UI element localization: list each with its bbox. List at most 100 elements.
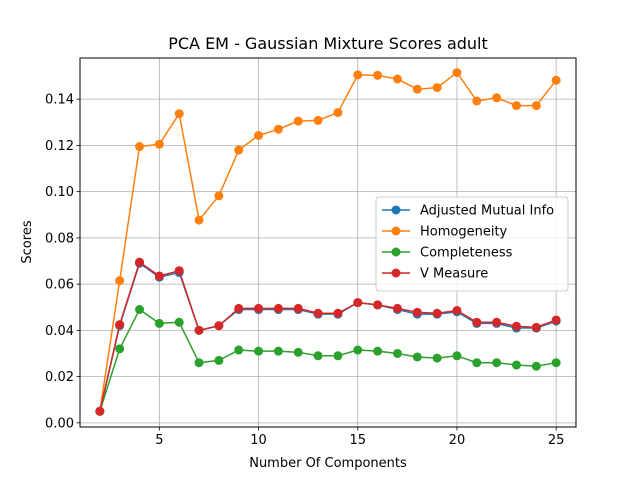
legend-label: V Measure — [420, 267, 488, 282]
data-point-completeness — [373, 346, 383, 356]
data-point-completeness — [492, 358, 502, 368]
data-point-homogeneity — [353, 70, 363, 80]
data-point-homogeneity — [293, 116, 303, 126]
series-homogeneity — [95, 68, 561, 416]
data-point-homogeneity — [194, 215, 204, 225]
data-point-v-measure — [333, 308, 343, 318]
data-point-v-measure — [95, 406, 105, 416]
chart-legend: Adjusted Mutual Info Homogeneity Completen… — [375, 196, 569, 292]
data-point-v-measure — [511, 321, 521, 331]
data-point-v-measure — [115, 320, 125, 330]
data-point-v-measure — [531, 322, 541, 332]
y-tick-label: 0.02 — [45, 370, 74, 385]
data-point-completeness — [353, 345, 363, 355]
data-point-v-measure — [254, 303, 264, 313]
axis-ticks: 5 10 15 20 25 0.00 0.02 0.04 0.06 0.08 0.10 0.12 0.1… — [45, 93, 564, 448]
data-point-homogeneity — [313, 115, 323, 125]
data-point-homogeneity — [412, 84, 422, 94]
data-point-completeness — [293, 347, 303, 357]
y-tick-label: 0.00 — [45, 416, 74, 431]
data-point-completeness — [194, 358, 204, 368]
data-point-v-measure — [214, 321, 224, 331]
chart-title: PCA EM - Gaussian Mixture Scores adult — [168, 34, 488, 53]
data-point-completeness — [174, 317, 184, 327]
y-tick-label: 0.08 — [45, 231, 74, 246]
data-point-completeness — [412, 352, 422, 362]
data-point-v-measure — [234, 303, 244, 313]
data-point-completeness — [214, 355, 224, 365]
data-point-homogeneity — [115, 276, 125, 286]
data-point-completeness — [115, 344, 125, 354]
y-tick-label: 0.12 — [45, 139, 74, 154]
data-point-homogeneity — [174, 109, 184, 119]
data-point-v-measure — [353, 298, 363, 308]
data-point-completeness — [154, 318, 164, 328]
data-point-homogeneity — [333, 108, 343, 118]
x-tick-label: 10 — [250, 433, 267, 448]
data-point-v-measure — [373, 300, 383, 310]
data-point-homogeneity — [373, 70, 383, 80]
data-point-completeness — [234, 345, 244, 355]
y-tick-label: 0.10 — [45, 185, 74, 200]
data-point-v-measure — [432, 308, 442, 318]
series-v-measure — [95, 257, 561, 416]
data-point-v-measure — [273, 303, 283, 313]
data-point-v-measure — [135, 257, 145, 267]
legend-marker — [391, 268, 401, 278]
legend-label: Homogeneity — [420, 225, 508, 240]
data-point-completeness — [392, 348, 402, 358]
plot-area-frame — [79, 57, 577, 428]
x-axis-label: Number Of Components — [249, 456, 407, 471]
y-tick-label: 0.04 — [45, 324, 74, 339]
data-point-completeness — [135, 305, 145, 315]
data-point-completeness — [333, 351, 343, 361]
legend-label: Adjusted Mutual Info — [420, 204, 554, 219]
data-point-v-measure — [551, 315, 561, 325]
legend-label: Completeness — [420, 246, 513, 261]
data-point-v-measure — [154, 271, 164, 281]
data-point-homogeneity — [511, 101, 521, 111]
data-point-homogeneity — [154, 139, 164, 149]
data-point-v-measure — [412, 307, 422, 317]
x-tick-label: 15 — [349, 433, 366, 448]
x-tick-label: 25 — [548, 433, 565, 448]
data-point-v-measure — [313, 308, 323, 318]
legend-box — [375, 196, 569, 292]
data-point-completeness — [254, 346, 264, 356]
data-point-v-measure — [194, 325, 204, 335]
data-point-v-measure — [293, 303, 303, 313]
series-completeness — [95, 305, 561, 416]
data-point-completeness — [432, 353, 442, 363]
data-point-v-measure — [472, 317, 482, 327]
plot-series — [95, 68, 561, 416]
data-point-completeness — [273, 346, 283, 356]
data-point-homogeneity — [234, 145, 244, 155]
data-point-homogeneity — [273, 124, 283, 134]
y-tick-label: 0.06 — [45, 278, 74, 293]
x-tick-label: 20 — [449, 433, 466, 448]
data-point-completeness — [452, 351, 462, 361]
data-point-v-measure — [392, 303, 402, 313]
y-axis-label: Scores — [20, 220, 35, 263]
data-point-homogeneity — [472, 96, 482, 106]
data-point-homogeneity — [392, 74, 402, 84]
data-point-completeness — [551, 358, 561, 368]
data-point-v-measure — [452, 305, 462, 315]
legend-marker — [391, 247, 401, 257]
data-point-completeness — [472, 358, 482, 368]
data-point-homogeneity — [492, 93, 502, 103]
data-point-completeness — [511, 360, 521, 370]
data-point-homogeneity — [254, 130, 264, 140]
data-point-v-measure — [492, 317, 502, 327]
x-tick-label: 5 — [155, 433, 163, 448]
data-point-v-measure — [174, 266, 184, 276]
data-point-homogeneity — [551, 75, 561, 85]
data-point-homogeneity — [135, 142, 145, 152]
legend-marker — [391, 226, 401, 236]
data-point-completeness — [313, 351, 323, 361]
data-point-homogeneity — [452, 68, 462, 78]
data-point-homogeneity — [531, 101, 541, 111]
data-point-homogeneity — [432, 83, 442, 93]
